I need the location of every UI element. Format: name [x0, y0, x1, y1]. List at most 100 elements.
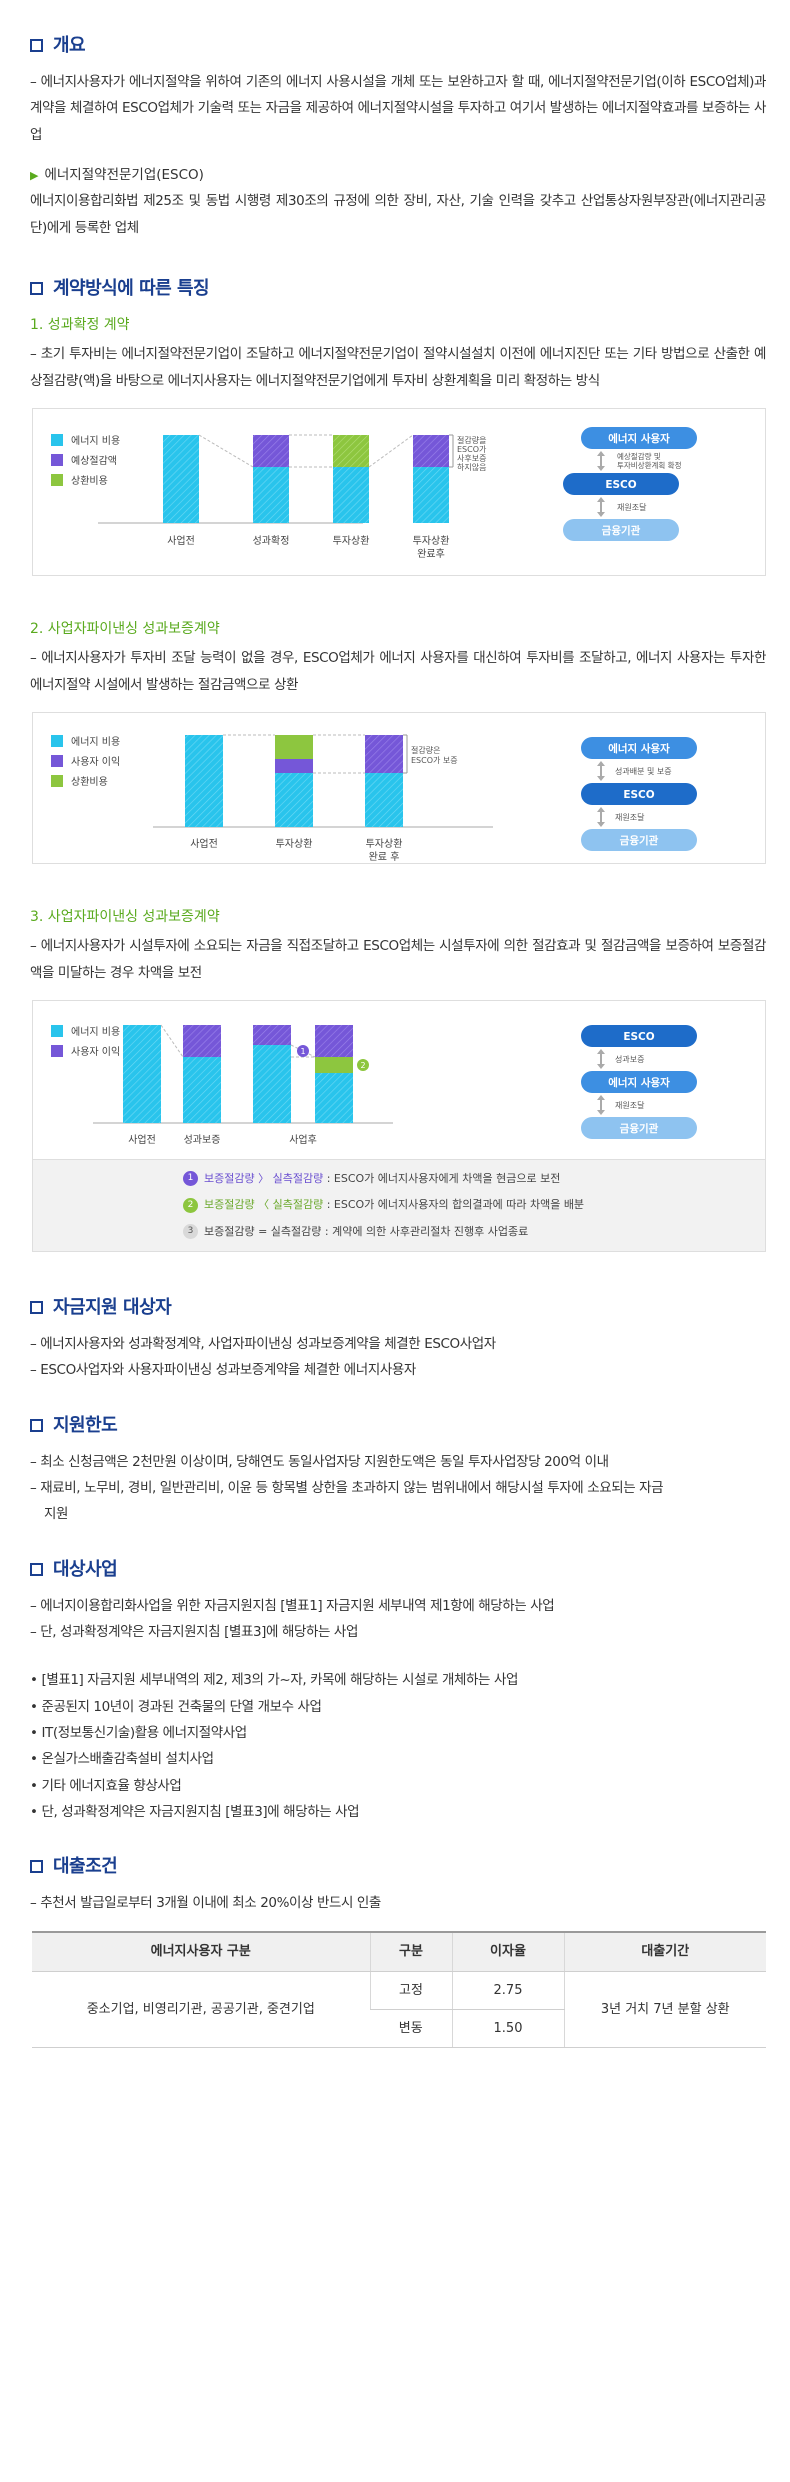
marker-label: 2 [360, 1061, 365, 1070]
legend-label: 에너지 비용 [71, 736, 120, 748]
flow-note: 재원조달 [615, 1101, 645, 1110]
flow-node-label: 금융기관 [620, 1122, 659, 1135]
annot-text: 절감량을 [457, 435, 486, 445]
arrow-down-icon [597, 465, 605, 471]
flow-node-label: 에너지 사용자 [608, 432, 670, 445]
guide-line [368, 434, 414, 468]
bar-after2-profit [315, 1024, 353, 1057]
table-cell: 변동 [370, 2009, 452, 2049]
guide-line [198, 434, 254, 468]
projects-item: – 에너지이용합리화사업을 위한 자금지원지침 [별표1] 자금지원 세부내역 … [30, 1597, 555, 1614]
legend-swatch-energy [51, 734, 63, 747]
arrow-up-icon [597, 806, 605, 812]
legend-label: 예상절감액 [71, 454, 117, 467]
flow-node-user [581, 736, 697, 759]
bar-repay-profit [275, 758, 313, 773]
marker-1-icon: 1 [183, 1171, 198, 1187]
flow-node-label: ESCO [623, 1031, 654, 1043]
table-header: 이자율 [451, 1930, 564, 1973]
table-header: 에너지사용자 구분 [32, 1930, 370, 1973]
s3-title: 3. 사업자파이낸싱 성과보증계약 [30, 908, 220, 925]
bar-done-saving [413, 434, 449, 467]
legend-swatch-user-profit [51, 754, 63, 767]
bar-after2-extra [315, 1056, 353, 1073]
list-item: • 온실가스배출감축설비 설치사업 [30, 1751, 214, 1768]
bar-repay-energy [333, 466, 369, 523]
table-cell-period: 3년 거치 7년 분할 상환 [563, 1971, 766, 2049]
legend-label: 에너지 비용 [71, 435, 120, 447]
square-bullet-icon [30, 282, 43, 296]
annot-text: ESCO가 보증 [411, 756, 458, 765]
x-tick-label: 성과보증 [184, 1134, 221, 1146]
annot-text: 하지않음 [457, 462, 486, 472]
arrow-up-icon [597, 760, 605, 766]
bar-after1-profit [253, 1024, 291, 1045]
flow-note: 재원조달 [615, 813, 645, 822]
legend-label: 사용자 이익 [71, 756, 120, 768]
limit-item: – 최소 신청금액은 2천만원 이상이며, 당해연도 동일사업자당 지원한도액은… [30, 1453, 609, 1470]
list-item: • 단, 성과확정계약은 자금지원지침 [별표3]에 해당하는 사업 [30, 1804, 360, 1821]
x-tick-label: 사업전 [128, 1133, 156, 1146]
legend-swatch-energy [51, 1024, 63, 1037]
marker-label: 1 [300, 1047, 305, 1056]
bar-repay-energy [275, 772, 313, 827]
flow-note: 투자비상환계획 확정 [617, 460, 681, 470]
arrow-down-icon [597, 775, 605, 781]
table-header: 대출기간 [563, 1930, 766, 1973]
flow-node-label: 금융기관 [620, 834, 659, 847]
s2-title: 2. 사업자파이낸싱 성과보증계약 [30, 620, 220, 637]
bar-done-profit [365, 734, 403, 773]
table-cell: 1.50 [451, 2009, 564, 2049]
legend-swatch-repay [51, 774, 63, 787]
legend-swatch-saving [51, 453, 63, 466]
arrow-up-icon [597, 1094, 605, 1100]
table-row: 중소기업, 비영리기관, 공공기관, 중견기업 고정 2.75 3년 거치 7년… [32, 1971, 766, 2049]
table-row: 변동 1.50 [32, 2009, 766, 2049]
diagram-user-financing: 에너지 비용 사용자 이익 1 2 사업전 성과보증 사업후 ESCO [32, 999, 766, 1252]
bar-guarantee-profit [183, 1024, 221, 1057]
annot-text: 절감량은 [411, 745, 440, 755]
section-title-features: 계약방식에 따른 특징 [30, 271, 766, 306]
s2-desc: – 에너지사용자가 투자비 조달 능력이 없을 경우, ESCO업체가 에너지 … [30, 650, 766, 693]
x-tick-label: 완료 후 [369, 851, 400, 863]
list-item: • 준공된지 10년이 경과된 건축물의 단열 개보수 사업 [30, 1698, 322, 1715]
x-tick-label: 사업후 [289, 1133, 317, 1146]
overview-desc: – 에너지사용자가 에너지절약을 위하여 기존의 에너지 사용시설을 개체 또는… [30, 74, 766, 143]
flow-node-label: 에너지 사용자 [608, 742, 670, 755]
arrow-up-icon [597, 1048, 605, 1054]
table-cell-group: 중소기업, 비영리기관, 공공기관, 중견기업 [32, 1971, 370, 2049]
legend-swatch-repay [51, 473, 63, 486]
legend-label: 에너지 비용 [71, 1026, 120, 1038]
bar-after1-energy [253, 1044, 291, 1123]
bar-before-energy [185, 734, 223, 827]
note-row: 1 보증절감량 〉 실측절감량 : ESCO가 에너지사용자에게 차액을 현금으로… [183, 1166, 765, 1192]
flow-node-label: ESCO [605, 479, 636, 491]
bar-repay-repay [275, 734, 313, 759]
marker-2-icon [357, 1058, 369, 1071]
square-bullet-icon [30, 1562, 43, 1576]
note-row: 3 보증절감량 = 실측절감량 : 계약에 의한 사후관리절차 진행후 사업종료 [183, 1219, 765, 1245]
bar-fixed-energy [253, 466, 289, 523]
x-tick-label: 투자상환 [333, 535, 370, 547]
triangle-right-icon: ▶ [30, 169, 39, 183]
flow-node-bank [581, 828, 697, 851]
arrow-down-icon [597, 821, 605, 827]
table-cell: 고정 [369, 1971, 452, 2011]
esco-heading: ▶ 에너지절약전문기업(ESCO) [30, 167, 204, 184]
bar-before-energy [163, 434, 199, 523]
limit-item-cont: 지원 [44, 1506, 69, 1523]
diagram-notes: 1 보증절감량 〉 실측절감량 : ESCO가 에너지사용자에게 차액을 현금으로… [33, 1158, 765, 1251]
guide-line [290, 1044, 316, 1058]
legend-swatch-user-profit [51, 1044, 63, 1057]
section-title-projects: 대상사업 [30, 1552, 766, 1587]
note-row: 2 보증절감량 〈 실측절감량 : ESCO가 에너지사용자의 합의결과에 따라 … [183, 1192, 765, 1218]
table-header: 구분 [369, 1930, 452, 1973]
legend-label: 상환비용 [71, 776, 108, 788]
bar-after2-energy [315, 1072, 353, 1123]
flow-node-bank [581, 1116, 697, 1139]
target-item: – 에너지사용자와 성과확정계약, 사업자파이낸싱 성과보증계약을 체결한 ES… [30, 1336, 496, 1353]
x-tick-label: 투자상환 [276, 838, 313, 850]
list-item: • [별표1] 자금지원 세부내역의 제2, 제3의 가~자, 카목에 해당하는… [30, 1672, 519, 1689]
section-title-target: 자금지원 대상자 [30, 1290, 766, 1325]
square-bullet-icon [30, 39, 43, 53]
